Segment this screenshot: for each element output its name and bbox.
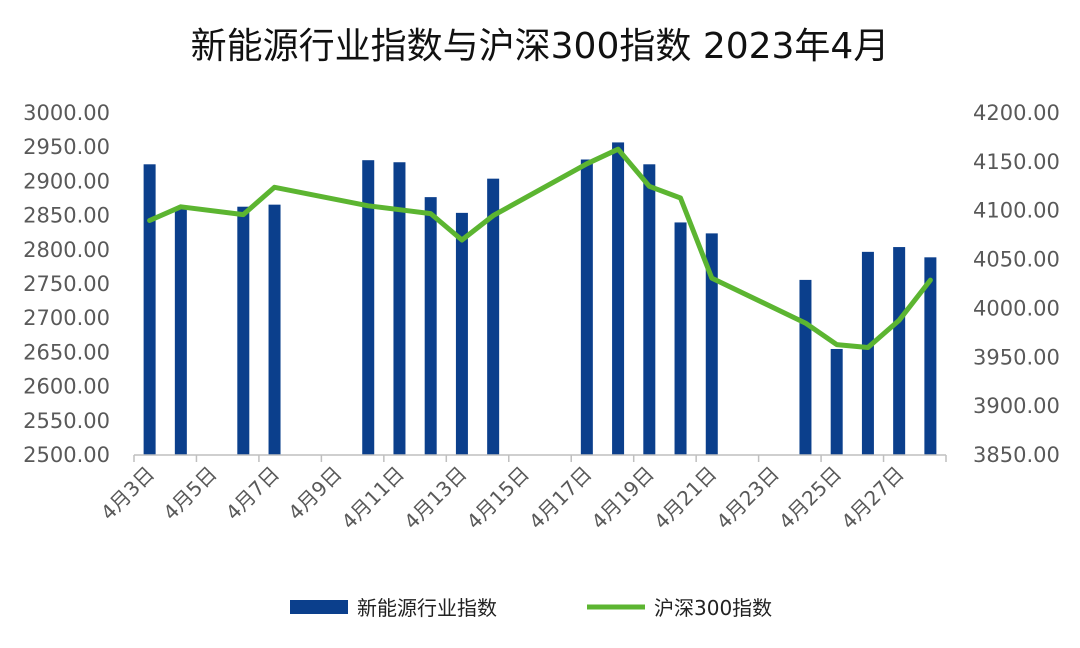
bar-4月14日 xyxy=(487,178,500,455)
y-left-tick-label: 2850.00 xyxy=(23,204,110,228)
y-left-tick-label: 2650.00 xyxy=(23,340,110,364)
y-right-tick-label: 3950.00 xyxy=(973,345,1060,369)
legend-label-line: 沪深300指数 xyxy=(654,596,772,620)
y-right-tick-label: 4050.00 xyxy=(973,248,1060,272)
x-tick-label: 4月15日 xyxy=(462,462,534,534)
x-tick-label: 4月25日 xyxy=(774,462,846,534)
x-tick-label: 4月11日 xyxy=(337,462,409,534)
bar-4月26日 xyxy=(861,251,874,455)
bar-4月18日 xyxy=(612,142,625,456)
bar-4月28日 xyxy=(924,257,937,455)
y-right-tick-label: 4200.00 xyxy=(973,101,1060,125)
y-right-tick-label: 3850.00 xyxy=(973,443,1060,467)
chart-title: 新能源行业指数与沪深300指数 2023年4月 xyxy=(191,26,890,67)
bar-4月3日 xyxy=(143,164,156,456)
x-axis: 4月3日 4月5日 4月7日 4月9日4月11日4月13日4月15日4月17日4月19… xyxy=(96,455,947,534)
y-left-tick-label: 2500.00 xyxy=(23,443,110,467)
bar-4月13日 xyxy=(455,212,468,455)
y-axis-left: 3000.00 2950.00 2900.00 2850.00 2800.00 2750.… xyxy=(23,101,110,467)
x-tick-label: 4月23日 xyxy=(712,462,784,534)
bar-4月21日 xyxy=(705,233,718,455)
bar-4月24日 xyxy=(799,279,812,455)
legend-swatch-bar xyxy=(290,600,348,614)
bar-4月7日 xyxy=(268,204,281,455)
y-right-tick-label: 4150.00 xyxy=(973,150,1060,174)
y-left-tick-label: 2600.00 xyxy=(23,375,110,399)
bar-4月11日 xyxy=(393,162,406,456)
x-tick-label: 4月5日 xyxy=(158,462,221,525)
bar-4月6日 xyxy=(237,206,250,455)
bar-series xyxy=(143,142,937,456)
y-left-tick-label: 2800.00 xyxy=(23,238,110,262)
y-left-tick-label: 2550.00 xyxy=(23,409,110,433)
line-hs300 xyxy=(147,146,933,350)
bar-4月17日 xyxy=(580,159,593,455)
y-right-tick-label: 4100.00 xyxy=(973,199,1060,223)
x-tick-label: 4月21日 xyxy=(649,462,721,534)
bar-4月20日 xyxy=(674,222,687,455)
x-tick-label: 4月27日 xyxy=(836,462,908,534)
y-left-tick-label: 2900.00 xyxy=(23,169,110,193)
bar-4月10日 xyxy=(362,160,375,456)
bar-4月27日 xyxy=(893,247,906,455)
y-left-tick-label: 2750.00 xyxy=(23,272,110,296)
x-tick-label: 4月17日 xyxy=(524,462,596,534)
bar-4月19日 xyxy=(643,164,656,456)
x-tick-label: 4月7日 xyxy=(221,462,284,525)
y-axis-right: 4200.00 4150.00 4100.00 4050.00 4000.00 3950.… xyxy=(973,101,1060,467)
legend: 新能源行业指数 沪深300指数 xyxy=(290,596,772,620)
x-tick-label: 4月19日 xyxy=(587,462,659,534)
bar-4月4日 xyxy=(174,208,187,455)
x-tick-label: 4月13日 xyxy=(399,462,471,534)
x-tick-label: 4月3日 xyxy=(96,462,159,525)
y-left-tick-label: 2950.00 xyxy=(23,135,110,159)
bar-4月12日 xyxy=(424,197,437,455)
bar-4月25日 xyxy=(830,348,843,455)
line-series xyxy=(147,146,933,350)
y-left-tick-label: 3000.00 xyxy=(23,101,110,125)
y-left-tick-label: 2700.00 xyxy=(23,306,110,330)
y-right-tick-label: 4000.00 xyxy=(973,296,1060,320)
y-right-tick-label: 3900.00 xyxy=(973,394,1060,418)
legend-label-bar: 新能源行业指数 xyxy=(357,596,497,620)
